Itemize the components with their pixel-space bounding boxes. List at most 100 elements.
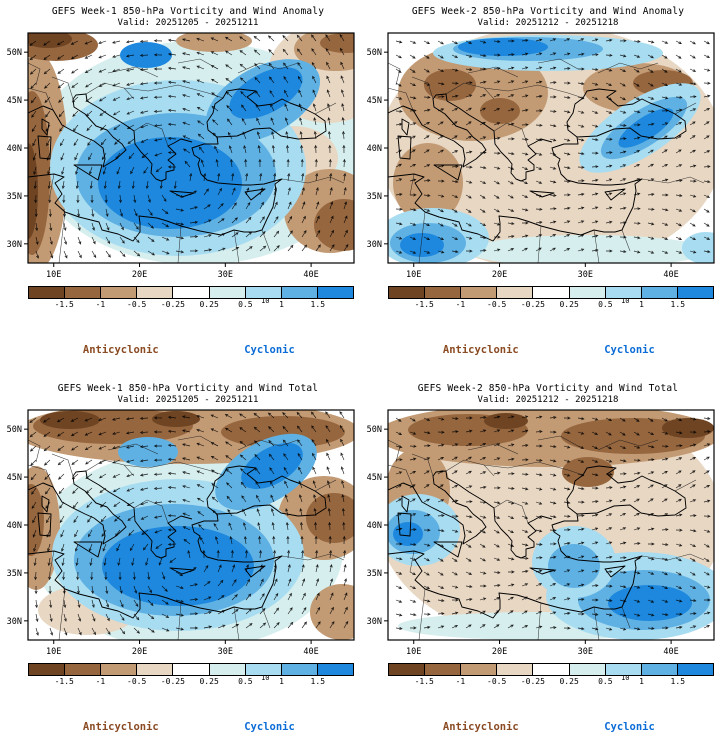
- anticyclonic-label: Anticyclonic: [82, 721, 159, 733]
- legend-row: Anticyclonic Cyclonic: [364, 344, 718, 357]
- colorbar-scale-label: 10: [261, 674, 270, 682]
- colorbar-segment: [173, 287, 210, 298]
- panel-title: GEFS Week-1 850-hPa Vorticity and Wind T…: [57, 383, 319, 394]
- colorbar-tick-label: 0.25: [559, 677, 579, 686]
- colorbar-segment: [173, 664, 210, 675]
- colorbar-labels: -1.5 -1 -0.5 -0.25 0.25 0.5 1 1.5 10: [28, 674, 354, 687]
- y-tick-label: 40N: [367, 521, 382, 531]
- colorbar-segment: [245, 664, 282, 675]
- anticyclonic-label: Anticyclonic: [442, 344, 519, 356]
- panel-week1-anomaly: GEFS Week-1 850-hPa Vorticity and Wind A…: [4, 6, 358, 357]
- panel-valid-range: Valid: 20251205 - 20251211: [117, 18, 259, 28]
- x-tick-label: 40E: [663, 270, 678, 280]
- colorbar-segment: [101, 664, 138, 675]
- colorbar-segment: [245, 287, 282, 298]
- colorbar-tick-label: 1.5: [310, 677, 326, 686]
- colorbar-segment: [677, 287, 713, 298]
- x-tick-label: 30E: [218, 647, 233, 657]
- panel-week2-total: GEFS Week-2 850-hPa Vorticity and Wind T…: [364, 383, 718, 734]
- colorbar: [388, 663, 714, 676]
- colorbar-segment: [641, 664, 678, 675]
- map-week2-anomaly: 10E 20E 30E 40E 50N 45N 40N 35N 30N: [367, 32, 715, 280]
- colorbar-tick-label: 0.5: [238, 300, 253, 309]
- y-tick-label: 40N: [7, 144, 22, 154]
- colorbar-segment: [209, 287, 246, 298]
- colorbar-segment: [533, 287, 570, 298]
- colorbar-tick-label: -0.25: [520, 300, 545, 309]
- y-tick-label: 50N: [7, 48, 22, 58]
- y-tick-label: 45N: [7, 473, 22, 483]
- colorbar-tick-label: -0.5: [487, 300, 507, 309]
- panel-title: GEFS Week-2 850-hPa Vorticity and Wind T…: [417, 383, 679, 394]
- map-week2-total: 10E 20E 30E 40E 50N 45N 40N 35N 30N: [367, 409, 715, 657]
- x-tick-label: 40E: [663, 647, 678, 657]
- colorbar-tick-label: -1: [455, 300, 466, 309]
- colorbar-segment: [209, 664, 246, 675]
- colorbar-tick-label: 1: [639, 300, 644, 309]
- legend-row: Anticyclonic Cyclonic: [4, 721, 358, 734]
- colorbar-tick-label: 1: [279, 677, 284, 686]
- y-tick-label: 45N: [7, 96, 22, 106]
- colorbar-tick-label: -1.5: [414, 300, 434, 309]
- colorbar-tick-label: -1.5: [54, 300, 74, 309]
- y-tick-label: 50N: [7, 425, 22, 435]
- y-tick-label: 35N: [7, 569, 22, 579]
- colorbar-tick-label: 0.25: [559, 300, 579, 309]
- colorbar-tick-label: -1.5: [414, 677, 434, 686]
- colorbar-scale-label: 10: [621, 297, 630, 305]
- colorbar-segment: [29, 664, 66, 675]
- colorbar-tick-label: 0.25: [199, 300, 219, 309]
- colorbar-tick-label: -1.5: [54, 677, 74, 686]
- colorbar-segment: [389, 287, 426, 298]
- panel-valid-range: Valid: 20251212 - 20251218: [477, 395, 619, 405]
- colorbar-segment: [317, 287, 353, 298]
- panel-week2-anomaly: GEFS Week-2 850-hPa Vorticity and Wind A…: [364, 6, 718, 357]
- colorbar-segment: [65, 664, 102, 675]
- y-tick-label: 35N: [367, 569, 382, 579]
- x-tick-label: 10E: [46, 647, 61, 657]
- colorbar-segment: [533, 664, 570, 675]
- colorbar-tick-label: 1: [279, 300, 284, 309]
- colorbar-tick-label: -1: [95, 677, 106, 686]
- x-tick-label: 30E: [578, 647, 593, 657]
- y-tick-label: 30N: [367, 240, 382, 250]
- y-tick-label: 50N: [367, 425, 382, 435]
- colorbar-labels: -1.5 -1 -0.5 -0.25 0.25 0.5 1 1.5 10: [388, 297, 714, 310]
- cyclonic-label: Cyclonic: [244, 344, 295, 356]
- colorbar-segment: [281, 287, 318, 298]
- colorbar-segment: [461, 664, 498, 675]
- colorbar-segment: [605, 664, 642, 675]
- colorbar-tick-label: 0.5: [238, 677, 253, 686]
- colorbar-tick-label: -0.5: [127, 300, 147, 309]
- wind-vectors: [29, 411, 349, 636]
- panel-valid-range: Valid: 20251205 - 20251211: [117, 395, 259, 405]
- colorbar-segment: [425, 287, 462, 298]
- colorbar-tick-label: 1: [639, 677, 644, 686]
- colorbar: [28, 663, 354, 676]
- colorbar-scale-label: 10: [261, 297, 270, 305]
- colorbar-segment: [65, 287, 102, 298]
- x-tick-label: 20E: [492, 647, 507, 657]
- legend-row: Anticyclonic Cyclonic: [364, 721, 718, 734]
- colorbar-segment: [137, 664, 174, 675]
- map-week1-total: 10E 20E 30E 40E 50N 45N 40N 35N 30N: [7, 409, 355, 657]
- colorbar-segment: [281, 664, 318, 675]
- x-tick-label: 10E: [406, 270, 421, 280]
- x-tick-label: 40E: [303, 647, 318, 657]
- colorbar-tick-label: -1: [455, 677, 466, 686]
- colorbar: [388, 286, 714, 299]
- x-tick-label: 20E: [492, 270, 507, 280]
- colorbar-tick-label: -0.25: [160, 300, 185, 309]
- y-tick-label: 30N: [7, 617, 22, 627]
- colorbar-segment: [497, 287, 534, 298]
- colorbar-segment: [101, 287, 138, 298]
- colorbar-segment: [497, 664, 534, 675]
- y-tick-label: 35N: [7, 192, 22, 202]
- y-tick-label: 45N: [367, 96, 382, 106]
- panel-title: GEFS Week-2 850-hPa Vorticity and Wind A…: [411, 6, 685, 17]
- colorbar-segment: [29, 287, 66, 298]
- panel-valid-range: Valid: 20251212 - 20251218: [477, 18, 619, 28]
- colorbar-tick-label: -0.5: [487, 677, 507, 686]
- legend-row: Anticyclonic Cyclonic: [4, 344, 358, 357]
- wind-vectors: [29, 33, 349, 259]
